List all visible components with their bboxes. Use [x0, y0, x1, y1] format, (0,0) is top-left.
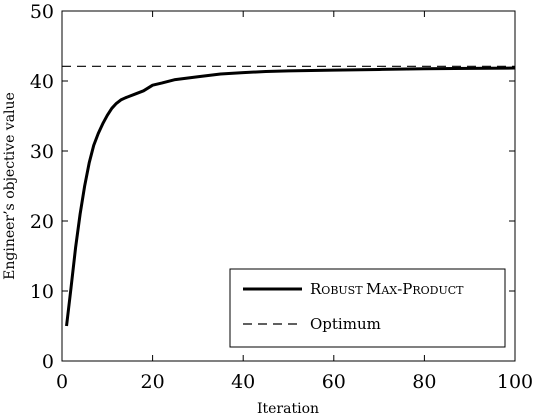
y-tick-label: 30 — [30, 141, 54, 163]
legend: ROBUST MAX-PRODUCT Optimum — [229, 268, 506, 348]
series-layer — [62, 65, 516, 327]
y-tick-label: 50 — [30, 1, 54, 23]
x-tick-label: 40 — [231, 371, 255, 393]
x-axis-label: Iteration — [257, 401, 319, 416]
x-tick-label: 60 — [322, 371, 346, 393]
y-tick-label: 20 — [30, 211, 54, 233]
y-tick-label: 40 — [30, 71, 54, 93]
robust-max-product-series-line — [65, 66, 516, 327]
legend-label-optimum: Optimum — [310, 315, 381, 333]
y-axis-label: Engineer’s objective value — [2, 92, 18, 280]
legend-box — [229, 268, 506, 348]
y-tick-label: 10 — [30, 281, 54, 303]
plot-frame — [61, 10, 516, 362]
y-tick-label: 0 — [42, 351, 54, 373]
legend-label-robust: ROBUST MAX-PRODUCT — [310, 280, 464, 298]
x-tick-label: 0 — [56, 371, 68, 393]
x-tick-label: 100 — [497, 371, 533, 393]
x-tick-label: 20 — [141, 371, 165, 393]
axis-ticks: 0 20 40 60 80 100 0 10 20 30 40 50 — [30, 1, 533, 393]
x-tick-label: 80 — [412, 371, 436, 393]
